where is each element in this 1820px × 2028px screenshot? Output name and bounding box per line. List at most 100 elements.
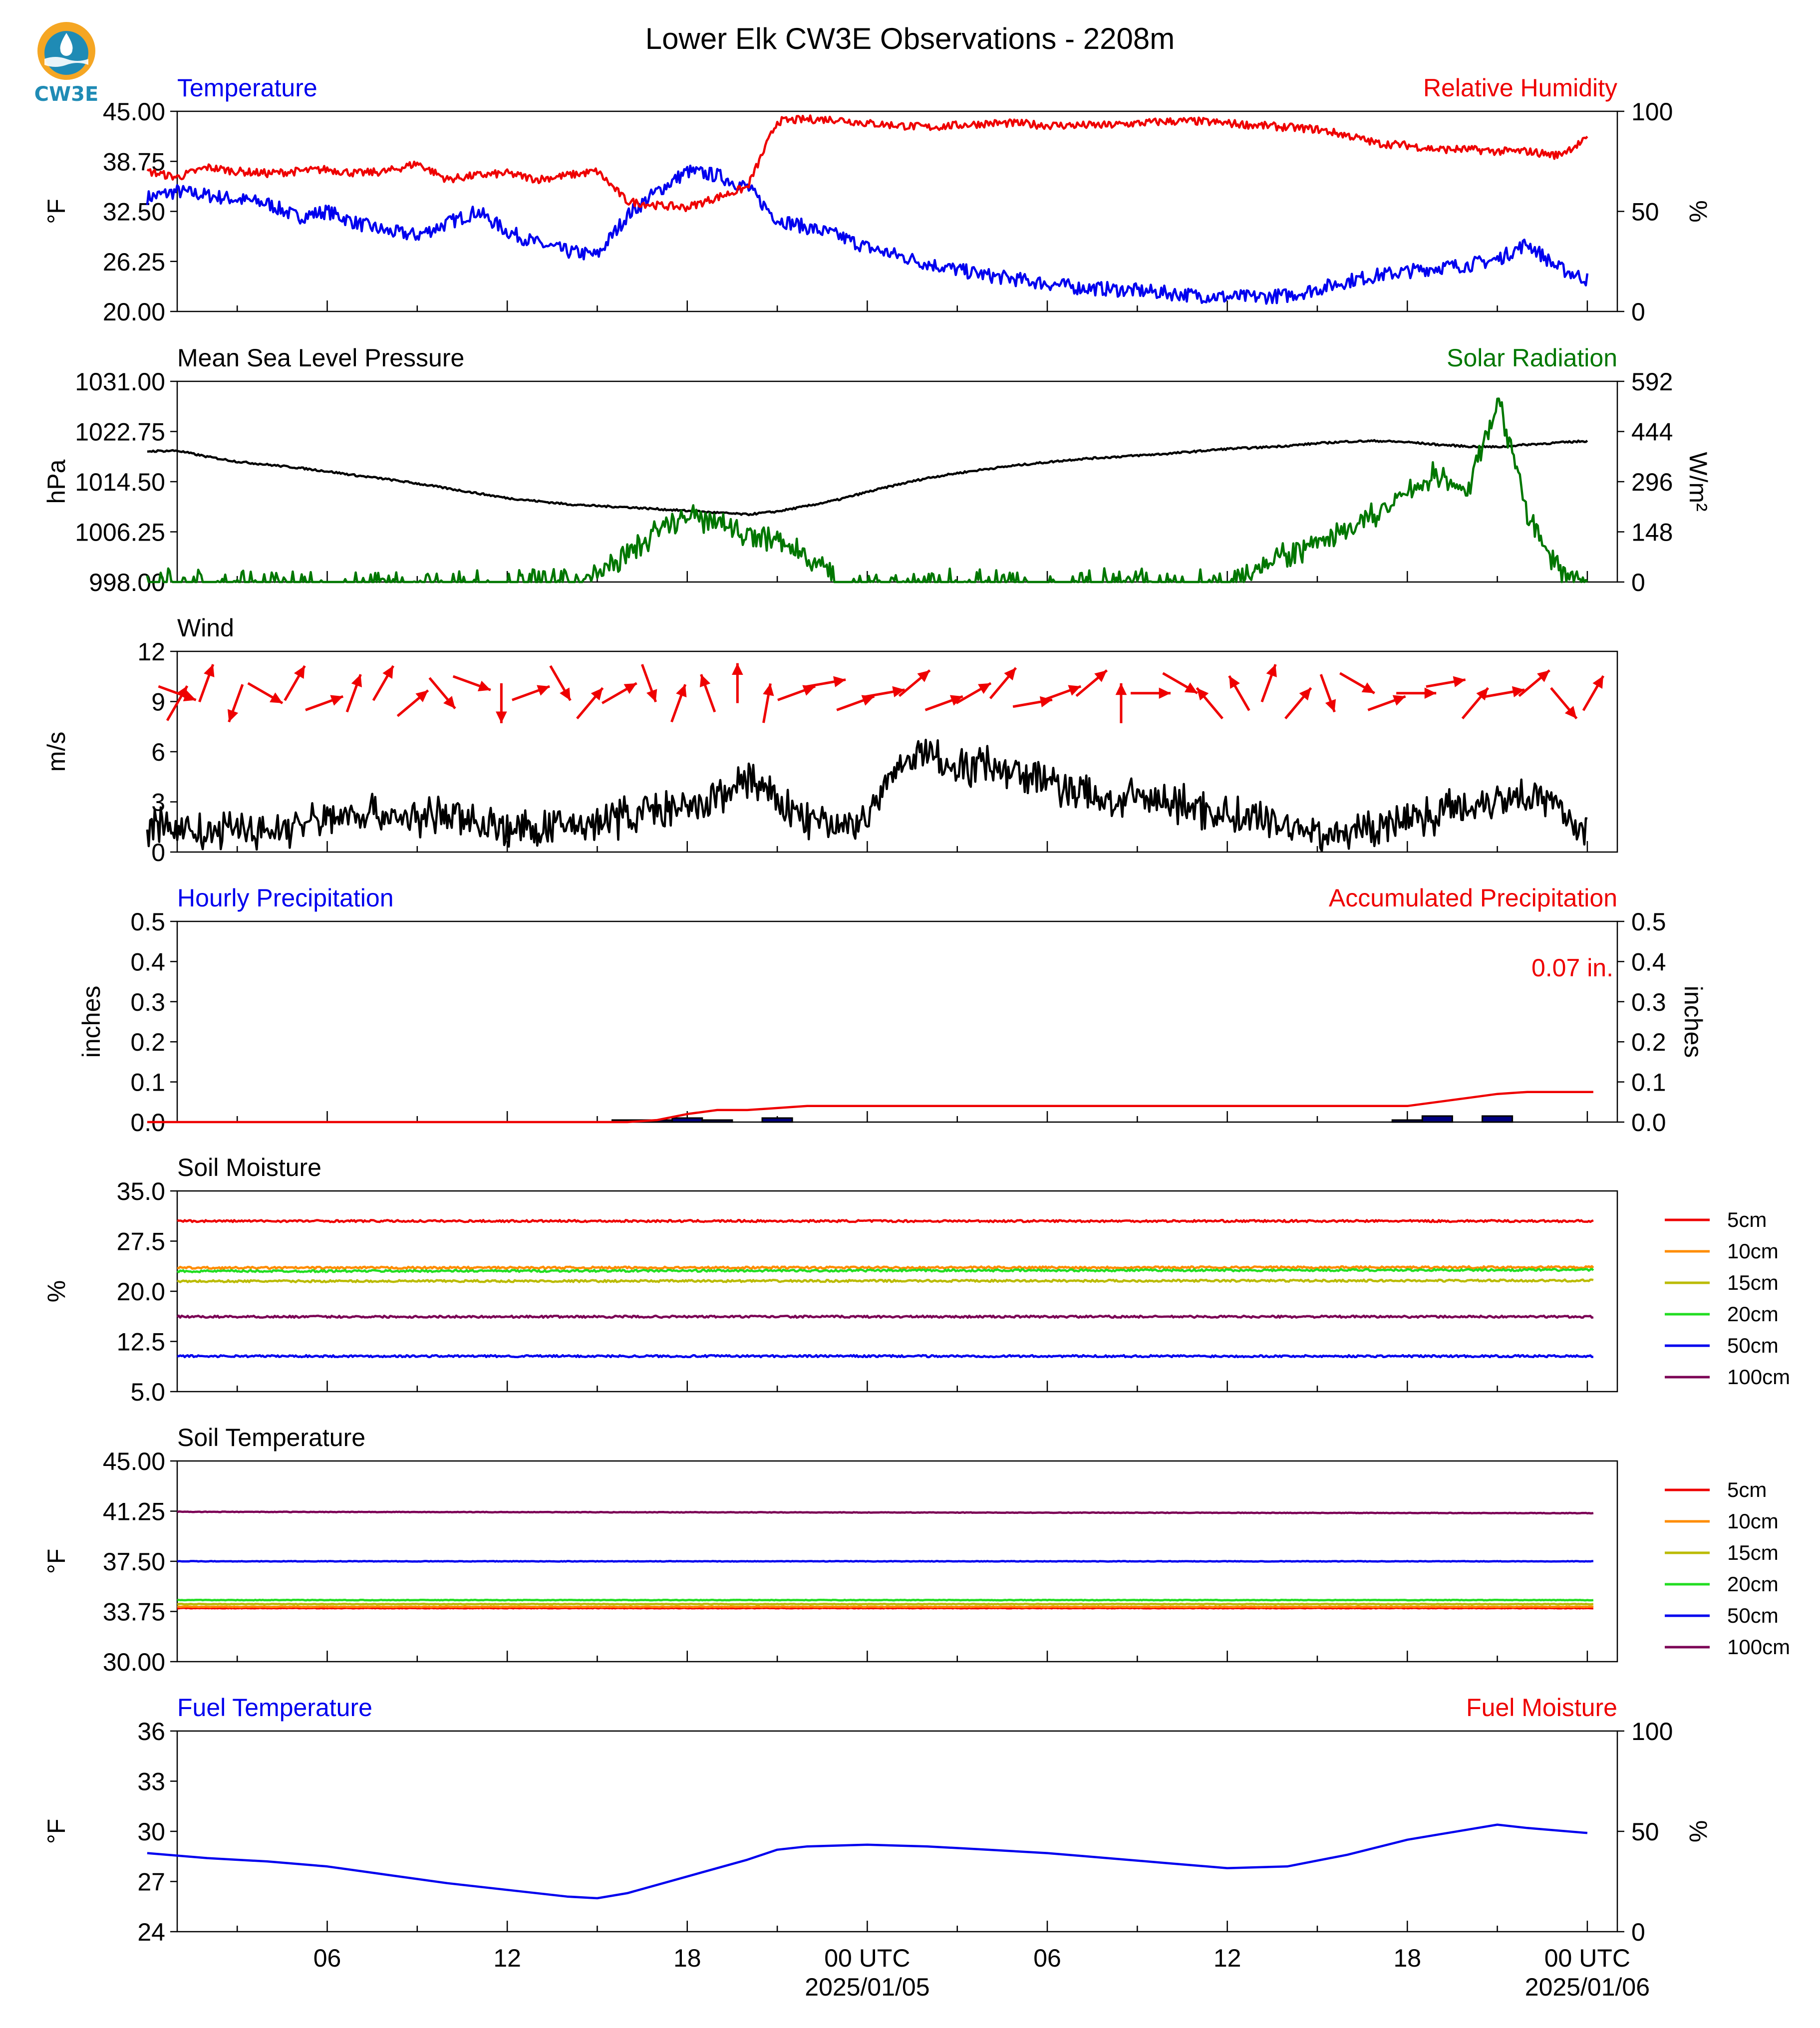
y-tick-label: 35.0 — [117, 1177, 165, 1205]
y-tick-label: 45.00 — [103, 1448, 165, 1475]
y-tick-label: 41.25 — [103, 1498, 165, 1526]
y-tick-label-right: 0.5 — [1631, 908, 1666, 936]
y-tick-label: 24 — [137, 1918, 165, 1946]
wind-arrow-head — [1325, 699, 1336, 712]
wind-arrow-head — [591, 688, 603, 701]
y-axis-label: m/s — [42, 732, 70, 772]
x-tick-label: 12 — [1213, 1944, 1241, 1972]
logo-drop-icon — [60, 33, 73, 56]
y-tick-label-right: 0.1 — [1631, 1069, 1666, 1097]
y-tick-label: 26.25 — [103, 248, 165, 276]
wind-arrow-head — [1094, 670, 1107, 682]
precip-bar — [1482, 1115, 1514, 1123]
precip-bar — [671, 1117, 703, 1123]
series-line-relative-humidity — [146, 114, 1588, 213]
wind-arrow-head — [1512, 686, 1524, 698]
wind-arrow — [1461, 687, 1490, 720]
x-tick-label: 18 — [1393, 1944, 1421, 1972]
x-tick-label: 06 — [313, 1944, 341, 1972]
panel-pressure_solar: Mean Sea Level Pressure Solar Radiation 10… — [42, 344, 1712, 596]
series-line-solar-radiation — [146, 397, 1588, 583]
wind-arrow-head — [560, 687, 571, 701]
cw3e-logo: CW3E — [34, 22, 99, 105]
series-line-fuel-temperature — [147, 1823, 1588, 1900]
wind-arrow — [806, 676, 846, 688]
wind-arrow — [1426, 676, 1466, 688]
series-line-temperature — [146, 164, 1589, 305]
panel-title-right: Accumulated Precipitation — [1329, 884, 1617, 912]
y-tick-label-right: 444 — [1631, 418, 1673, 446]
panel-title-right: Fuel Moisture — [1466, 1694, 1617, 1722]
panel-frame — [176, 920, 1618, 1123]
wind-arrow-head — [676, 684, 687, 698]
wind-arrow-head — [1537, 670, 1550, 682]
wind-arrow-head — [537, 685, 550, 696]
legend-label: 10cm — [1727, 1239, 1779, 1263]
wind-arrow — [1550, 687, 1578, 720]
wind-arrow-head — [1564, 706, 1577, 719]
wind-arrow — [305, 695, 344, 711]
y-tick-label: 32.50 — [103, 198, 165, 226]
series-line-50cm — [177, 1560, 1594, 1563]
wind-arrow-head — [443, 696, 455, 709]
y-tick-label-right: 0 — [1631, 569, 1645, 596]
x-tick-label: 06 — [1033, 1944, 1061, 1972]
wind-arrow — [1396, 687, 1437, 699]
wind-arrow — [955, 682, 992, 704]
wind-arrow — [428, 677, 456, 709]
y-tick-label: 27 — [137, 1868, 165, 1896]
y-tick-label: 0.4 — [130, 948, 165, 976]
wind-arrow-head — [227, 709, 239, 722]
wind-arrow-head — [949, 695, 963, 706]
wind-arrow-head — [861, 695, 875, 706]
y-tick-label-right: 0.0 — [1631, 1109, 1666, 1137]
wind-arrow-head — [1229, 676, 1240, 689]
wind-arrow-head — [892, 686, 905, 698]
y-tick-label: 5.0 — [130, 1378, 165, 1406]
y-tick-label-right: 0 — [1631, 298, 1645, 326]
legend-label: 15cm — [1727, 1271, 1779, 1294]
y-tick-label: 1031.00 — [75, 368, 165, 396]
legend-label: 20cm — [1727, 1572, 1779, 1596]
wind-arrow-head — [382, 666, 393, 679]
y-tick-label: 1006.25 — [75, 519, 165, 547]
wind-arrow-head — [1159, 687, 1171, 699]
y-tick-label: 45.00 — [103, 98, 165, 126]
legend-label: 5cm — [1727, 1208, 1767, 1231]
wind-arrow — [898, 669, 931, 697]
logo-wave-icon — [44, 57, 88, 67]
wind-arrow-head — [294, 666, 305, 679]
wind-arrow-head — [330, 695, 343, 706]
x-date-label: 2025/01/05 — [805, 1973, 929, 2001]
y-tick-label: 30 — [137, 1818, 165, 1846]
panel-frame — [176, 110, 1618, 312]
wind-arrow — [670, 684, 687, 723]
wind-arrow — [452, 675, 491, 691]
y-tick-label-right: 50 — [1631, 198, 1659, 226]
legend-label: 5cm — [1727, 1478, 1767, 1501]
y-tick-label-right: 0 — [1631, 1918, 1645, 1946]
wind-arrow — [924, 695, 963, 711]
wind-arrow — [1339, 672, 1375, 694]
y-tick-label: 0.2 — [130, 1028, 165, 1056]
legend: 5cm 10cm 15cm 20cm 50cm 100cm — [1665, 1208, 1790, 1389]
x-tick-label: 00 UTC — [1544, 1944, 1630, 1972]
logo-text: CW3E — [34, 83, 99, 105]
wind-arrow-head — [204, 664, 215, 677]
wind-arrow — [640, 664, 657, 703]
wind-arrow — [227, 684, 244, 723]
chart-panels: Temperature Relative Humidity45.0038.7532… — [42, 74, 1790, 2001]
y-axis-label: inches — [77, 986, 105, 1058]
wind-arrow — [549, 665, 572, 701]
wind-arrow — [1043, 685, 1082, 701]
wind-arrow — [1518, 669, 1550, 697]
y-tick-label: 0.3 — [130, 988, 165, 1016]
y-tick-label: 0.1 — [130, 1069, 165, 1097]
panel-title-right: Relative Humidity — [1423, 74, 1617, 102]
precip-bar — [1391, 1119, 1423, 1123]
wind-arrow-head — [646, 689, 657, 702]
panel-wind: Wind 12 9 6 3 0 m/s — [42, 614, 1618, 867]
y-tick-label: 0 — [151, 839, 165, 867]
y-tick-label-right: 296 — [1631, 468, 1673, 496]
